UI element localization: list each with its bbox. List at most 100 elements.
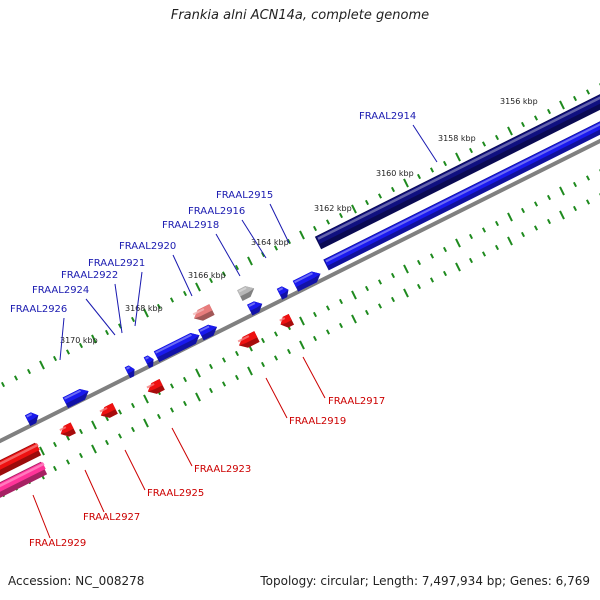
scale-tick (507, 236, 513, 246)
leader-line-forward (241, 219, 267, 259)
scale-tick (39, 360, 45, 370)
scale-tick (130, 402, 136, 409)
scale-tick (572, 181, 578, 188)
scale-label: 3160 kbp (376, 169, 414, 178)
scale-tick (390, 296, 396, 303)
gene-label-forward: FRAAL2920 (119, 241, 176, 252)
scale-tick (156, 303, 162, 310)
leader-line-reverse (171, 427, 193, 467)
gene-label-forward: FRAAL2914 (359, 111, 416, 122)
gene-label-reverse: FRAAL2927 (83, 512, 140, 523)
scale-tick (546, 108, 552, 115)
scale-tick (312, 335, 318, 342)
scale-tick (78, 452, 84, 459)
gene-arrow-forward (124, 365, 135, 379)
gene-label-forward: FRAAL2921 (88, 258, 145, 269)
scale-tick (39, 446, 45, 456)
scale-tick (338, 322, 344, 329)
gene-label-reverse: FRAAL2919 (289, 416, 346, 427)
gene-label-forward: FRAAL2916 (188, 206, 245, 217)
scale-tick (416, 259, 422, 266)
scale-tick (455, 262, 461, 272)
scale-tick (364, 199, 370, 206)
scale-tick (351, 204, 357, 214)
scale-tick (234, 374, 240, 381)
leader-line-reverse (124, 449, 146, 491)
gene-arrow-reverse (279, 313, 295, 328)
scale-tick (338, 212, 344, 219)
scale-tick (0, 381, 6, 388)
scale-tick (169, 297, 175, 303)
scale-tick (559, 100, 565, 110)
scale-tick (494, 220, 500, 227)
scale-tick (91, 334, 97, 344)
scale-tick (468, 233, 474, 240)
scale-tick (169, 383, 175, 389)
scale-tick (299, 340, 305, 350)
scale-tick (221, 357, 227, 363)
scale-tick (442, 160, 448, 167)
scale-tick (377, 303, 383, 309)
scale-tick (247, 366, 253, 376)
scale-tick (403, 288, 409, 298)
scale-tick (78, 428, 84, 435)
scale-tick (195, 392, 201, 402)
leader-line-forward (85, 298, 116, 336)
scale-tick (13, 375, 19, 381)
scale-tick (507, 212, 513, 222)
scale-label: 3168 kbp (125, 304, 163, 313)
gene-arrow-faded (192, 304, 215, 321)
leader-line-reverse (302, 356, 326, 399)
scale-tick (104, 439, 110, 446)
scale-tick (143, 418, 149, 428)
scale-tick (247, 256, 253, 266)
gene-bar-forward-long (323, 121, 600, 271)
scale-tick (208, 363, 214, 370)
scale-tick (117, 433, 123, 439)
gene-arrow-forward (276, 286, 289, 300)
map-title: Frankia alni ACN14a, complete genome (170, 8, 430, 23)
scale-tick (481, 227, 487, 233)
scale-tick (130, 426, 136, 433)
leader-line-forward (412, 124, 438, 163)
leader-line-forward (114, 283, 123, 334)
scale-tick (585, 89, 591, 95)
scale-ticks-middle (0, 169, 600, 474)
gene-arrow-forward (247, 301, 263, 316)
scale-tick (520, 121, 526, 128)
scale-tick (195, 368, 201, 378)
scale-tick (572, 205, 578, 212)
scale-tick (442, 246, 448, 253)
gene-label-reverse: FRAAL2925 (147, 488, 204, 499)
genes (24, 271, 321, 437)
gene-arrow-forward (62, 388, 89, 409)
scale-tick (468, 147, 474, 154)
scale-tick (299, 230, 305, 240)
scale-tick (91, 420, 97, 430)
leader-line-forward (215, 233, 241, 277)
leader-line-reverse (84, 469, 105, 513)
scale-tick (312, 225, 318, 232)
scale-tick (65, 349, 71, 355)
scale-tick (182, 400, 188, 407)
scale-label: 3158 kbp (438, 134, 476, 143)
scale-tick (130, 316, 136, 323)
scale-tick (520, 207, 526, 214)
leader-line-forward (134, 271, 143, 327)
scale-tick (507, 126, 513, 136)
scale-tick (286, 348, 292, 355)
leader-line-forward (172, 254, 193, 297)
scale-tick (364, 309, 370, 316)
scale-tick (143, 394, 149, 404)
scale-tick (390, 186, 396, 193)
scale-tick (455, 238, 461, 248)
gene-arrow-reverse (59, 422, 76, 437)
scale-tick (403, 264, 409, 274)
scale-tick (156, 413, 162, 420)
gene-bar-reverse-lower (0, 442, 42, 476)
scale-tick (52, 355, 58, 362)
scale-tick (26, 368, 32, 375)
gene-arrow-forward (198, 324, 218, 341)
scale-tick (481, 141, 487, 147)
scale-tick (208, 387, 214, 394)
